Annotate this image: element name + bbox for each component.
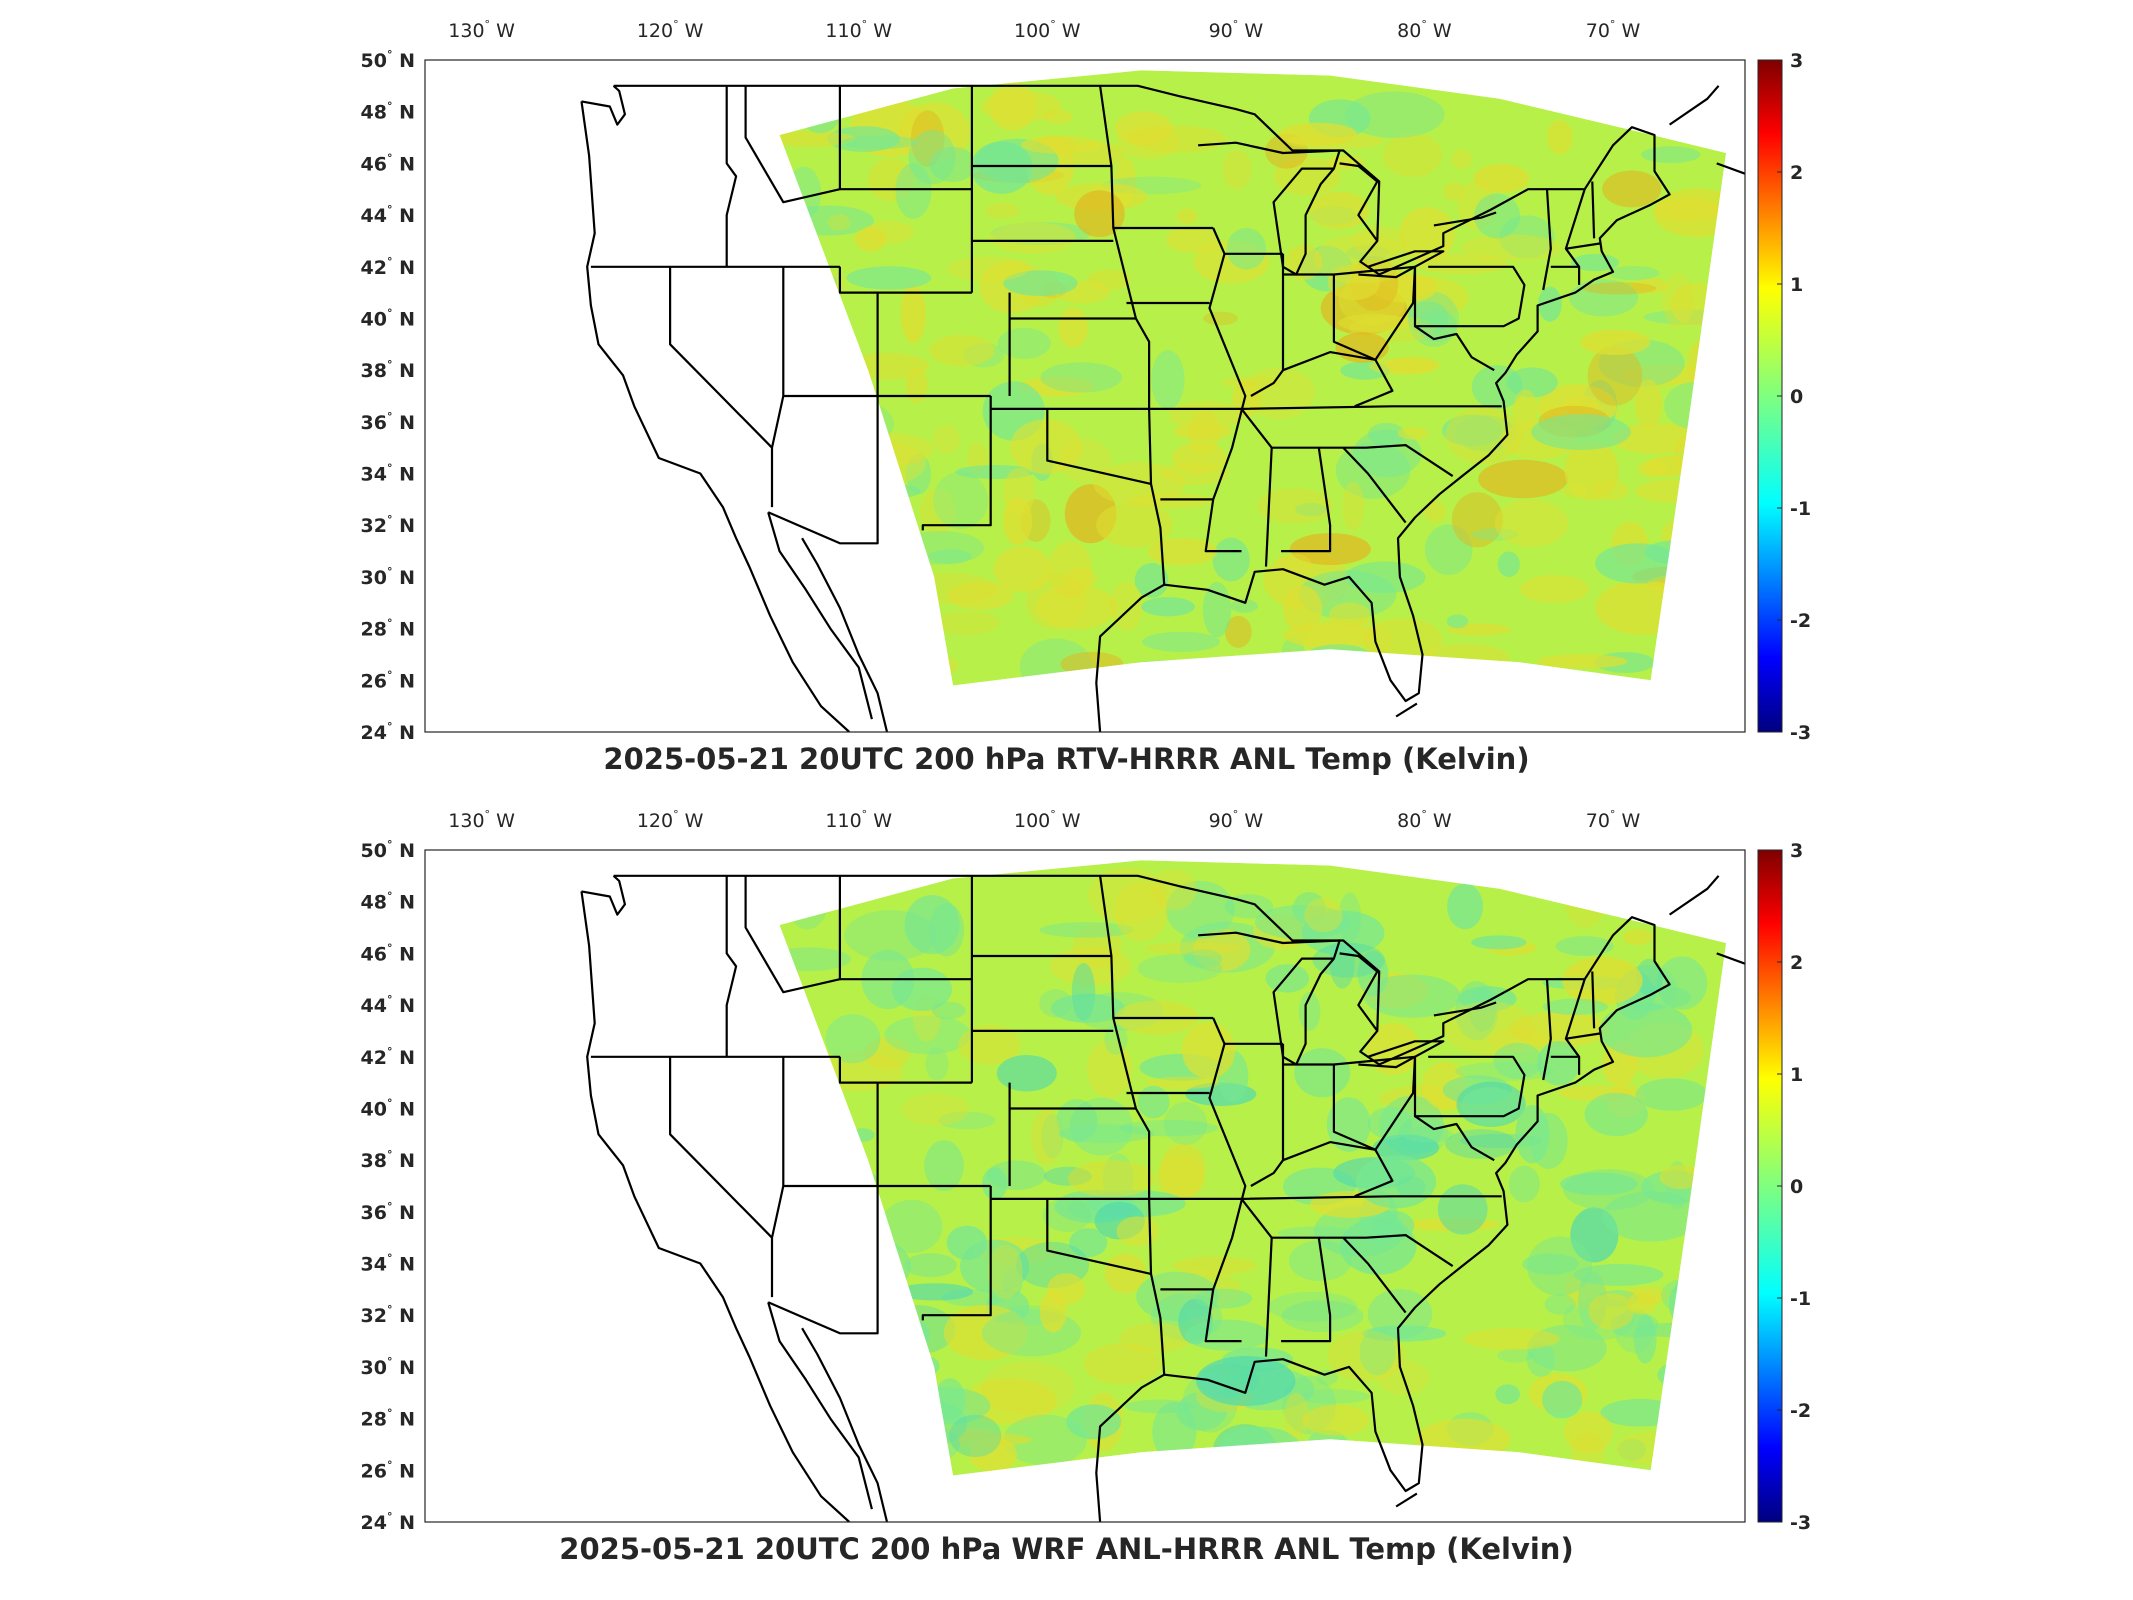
latitude-label: 46° N xyxy=(361,151,415,175)
colorbar-tick-label: 1 xyxy=(1790,274,1803,296)
latitude-label: 26° N xyxy=(361,1458,415,1482)
latitude-label: 44° N xyxy=(361,203,415,227)
colorbar-tick-label: -1 xyxy=(1790,1288,1811,1310)
panel-title-top: 2025-05-21 20UTC 200 hPa RTV-HRRR ANL Te… xyxy=(603,742,1530,776)
panel-title-bottom: 2025-05-21 20UTC 200 hPa WRF ANL-HRRR AN… xyxy=(559,1532,1574,1566)
map-content xyxy=(425,60,1745,732)
latitude-label: 48° N xyxy=(361,100,415,124)
latitude-label: 42° N xyxy=(361,255,415,279)
longitude-label: 100° W xyxy=(1014,18,1081,42)
longitude-label: 110° W xyxy=(825,18,892,42)
latitude-label: 30° N xyxy=(361,1355,415,1379)
latitude-label: 48° N xyxy=(361,890,415,914)
latitude-label: 40° N xyxy=(361,306,415,330)
longitude-label: 80° W xyxy=(1397,18,1452,42)
temperature-field-texture xyxy=(768,82,1743,695)
longitude-label: 110° W xyxy=(825,808,892,832)
latitude-label: 46° N xyxy=(361,941,415,965)
latitude-label: 24° N xyxy=(361,1510,415,1534)
longitude-label: 130° W xyxy=(448,808,515,832)
colorbar-tick-label: 3 xyxy=(1790,840,1803,862)
longitude-label: 70° W xyxy=(1586,808,1641,832)
latitude-label: 32° N xyxy=(361,513,415,537)
political-boundaries xyxy=(580,84,1745,732)
latitude-label: 26° N xyxy=(361,668,415,692)
latitude-label: 24° N xyxy=(361,720,415,744)
longitude-label: 130° W xyxy=(448,18,515,42)
map-figure: 130° W 120° W 110° W 100° W 90° W 80° W 70° W 5… xyxy=(361,18,1812,744)
latitude-label: 40° N xyxy=(361,1096,415,1120)
map-figure: 130° W 120° W 110° W 100° W 90° W 80° W 70° W 5… xyxy=(361,808,1812,1534)
temperature-field-domain xyxy=(779,860,1727,1476)
latitude-label: 28° N xyxy=(361,617,415,641)
latitude-label: 50° N xyxy=(361,48,415,72)
latitude-label: 32° N xyxy=(361,1303,415,1327)
latitude-label: 30° N xyxy=(361,565,415,589)
latitude-label: 38° N xyxy=(361,1148,415,1172)
colorbar-tick-label: 3 xyxy=(1790,50,1803,72)
map-content xyxy=(425,850,1745,1522)
latitude-label: 34° N xyxy=(361,462,415,486)
latitude-label: 44° N xyxy=(361,993,415,1017)
latitude-label: 38° N xyxy=(361,358,415,382)
map-axes-frame xyxy=(424,59,1746,733)
longitude-label: 80° W xyxy=(1397,808,1452,832)
colorbar-tick-label: -3 xyxy=(1790,1512,1811,1534)
temperature-field-domain xyxy=(779,70,1727,686)
colorbar-tick-label: 0 xyxy=(1790,1176,1803,1198)
political-boundaries xyxy=(580,874,1745,1522)
longitude-label: 70° W xyxy=(1586,18,1641,42)
colorbar-tick-label: 2 xyxy=(1790,952,1803,974)
colorbar-tick-label: -3 xyxy=(1790,722,1811,744)
colorbar-tick-label: 0 xyxy=(1790,386,1803,408)
longitude-label: 90° W xyxy=(1209,808,1264,832)
map-axes-frame xyxy=(424,849,1746,1523)
map-panel-bottom: 130° W 120° W 110° W 100° W 90° W 80° W 70° W 5… xyxy=(0,790,2133,1600)
latitude-label: 28° N xyxy=(361,1407,415,1431)
latitude-label: 50° N xyxy=(361,838,415,862)
colorbar-tick-label: 2 xyxy=(1790,162,1803,184)
colorbar-tick-label: -2 xyxy=(1790,610,1811,632)
longitude-label: 120° W xyxy=(637,808,704,832)
colorbar-tick-label: 1 xyxy=(1790,1064,1803,1086)
longitude-label: 120° W xyxy=(637,18,704,42)
latitude-label: 36° N xyxy=(361,410,415,434)
map-panel-top: 130° W 120° W 110° W 100° W 90° W 80° W 70° W 5… xyxy=(0,0,2133,790)
latitude-label: 36° N xyxy=(361,1200,415,1224)
colorbar-tick-label: -2 xyxy=(1790,1400,1811,1422)
latitude-label: 42° N xyxy=(361,1045,415,1069)
latitude-label: 34° N xyxy=(361,1252,415,1276)
longitude-label: 90° W xyxy=(1209,18,1264,42)
colorbar-tick-label: -1 xyxy=(1790,498,1811,520)
longitude-label: 100° W xyxy=(1014,808,1081,832)
